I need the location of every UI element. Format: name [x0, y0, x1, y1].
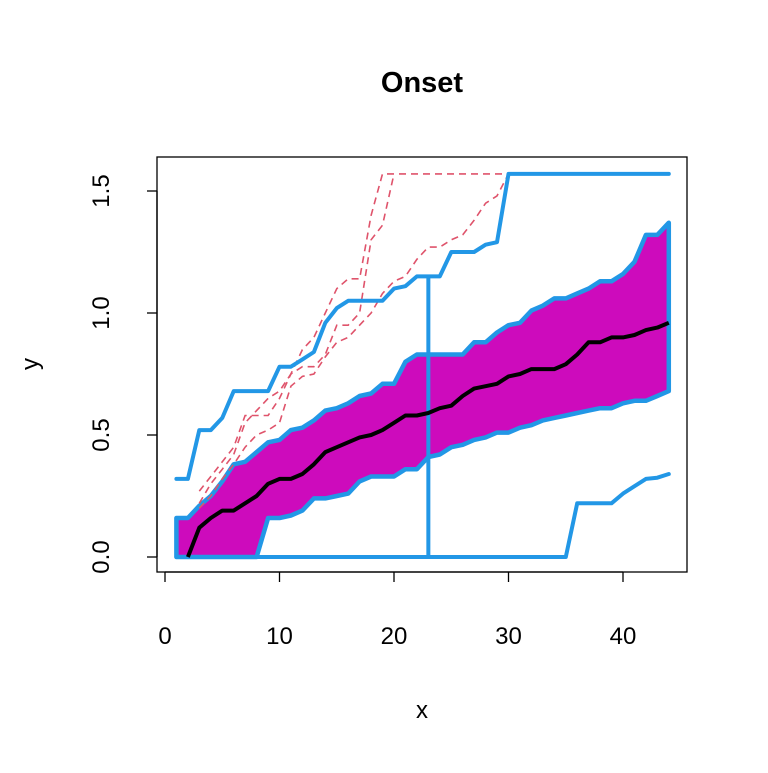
y-tick-label: 1.0 [88, 296, 115, 329]
dashed-series-3 [198, 173, 510, 509]
x-tick-label: 0 [158, 623, 171, 650]
x-tick-label: 40 [610, 623, 637, 650]
x-tick-label: 20 [381, 623, 408, 650]
median-line [186, 320, 670, 558]
axes: 0 10 20 30 40 0.0 0.5 1.0 1.5 [88, 174, 636, 650]
y-tick-label: 1.5 [88, 174, 115, 207]
x-tick-label: 30 [495, 623, 522, 650]
plot-area [174, 171, 672, 560]
chart-title: Onset [381, 67, 464, 99]
y-tick-label: 0.5 [88, 418, 115, 451]
x-tick-label: 10 [266, 623, 293, 650]
y-axis-label: y [17, 358, 44, 370]
envelope-upper [174, 171, 671, 481]
y-tick-label: 0.0 [88, 540, 115, 573]
envelope-lower [174, 472, 671, 559]
x-axis-label: x [416, 697, 428, 724]
dashed-series-1 [198, 173, 509, 492]
